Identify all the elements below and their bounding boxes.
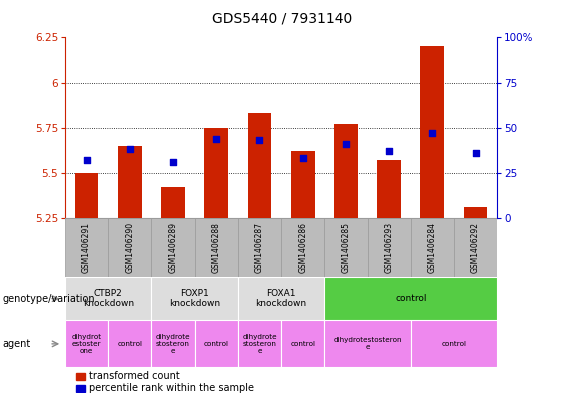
Point <box>212 136 221 142</box>
Bar <box>151 320 194 367</box>
Bar <box>238 320 281 367</box>
Point <box>385 148 394 154</box>
Bar <box>334 124 358 218</box>
Bar <box>108 320 151 367</box>
Text: control: control <box>441 341 467 347</box>
Bar <box>65 218 108 277</box>
Text: dihydrotestosteron
e: dihydrotestosteron e <box>333 337 402 351</box>
Point <box>471 150 480 156</box>
Text: control: control <box>204 341 229 347</box>
Bar <box>238 218 281 277</box>
Text: GSM1406291: GSM1406291 <box>82 222 91 273</box>
Text: GSM1406286: GSM1406286 <box>298 222 307 273</box>
Text: transformed count: transformed count <box>89 371 180 381</box>
Text: GSM1406289: GSM1406289 <box>168 222 177 273</box>
Text: percentile rank within the sample: percentile rank within the sample <box>89 383 254 393</box>
Text: control: control <box>395 294 427 303</box>
Point <box>298 155 307 162</box>
Text: GSM1406293: GSM1406293 <box>385 222 394 273</box>
Point <box>82 157 91 163</box>
Bar <box>108 218 151 277</box>
Text: dihydrote
stosteron
e: dihydrote stosteron e <box>156 334 190 354</box>
Bar <box>194 320 238 367</box>
Bar <box>324 218 368 277</box>
Text: CTBP2
knockdown: CTBP2 knockdown <box>82 289 134 309</box>
Bar <box>238 277 324 320</box>
Text: FOXA1
knockdown: FOXA1 knockdown <box>255 289 307 309</box>
Bar <box>161 187 185 218</box>
Text: dihydrot
estoster
one: dihydrot estoster one <box>72 334 102 354</box>
Bar <box>194 218 238 277</box>
Bar <box>291 151 315 218</box>
Bar <box>247 113 271 218</box>
Text: FOXP1
knockdown: FOXP1 knockdown <box>169 289 220 309</box>
Bar <box>377 160 401 218</box>
Bar <box>324 277 497 320</box>
Text: control: control <box>290 341 315 347</box>
Point <box>125 146 134 152</box>
Text: GSM1406292: GSM1406292 <box>471 222 480 273</box>
Bar <box>118 146 142 218</box>
Text: GDS5440 / 7931140: GDS5440 / 7931140 <box>212 12 353 26</box>
Text: agent: agent <box>3 339 31 349</box>
Text: control: control <box>118 341 142 347</box>
Bar <box>454 218 497 277</box>
Bar <box>324 320 411 367</box>
Bar <box>464 207 488 218</box>
Bar <box>411 320 497 367</box>
Bar <box>205 128 228 218</box>
Text: genotype/variation: genotype/variation <box>3 294 95 304</box>
Bar <box>76 385 85 392</box>
Text: GSM1406285: GSM1406285 <box>341 222 350 273</box>
Bar <box>65 320 108 367</box>
Bar <box>75 173 98 218</box>
Text: GSM1406288: GSM1406288 <box>212 222 221 273</box>
Bar <box>367 218 411 277</box>
Bar <box>281 320 324 367</box>
Text: GSM1406287: GSM1406287 <box>255 222 264 273</box>
Text: GSM1406284: GSM1406284 <box>428 222 437 273</box>
Point <box>341 141 350 147</box>
Point <box>255 137 264 143</box>
Bar <box>281 218 324 277</box>
Text: GSM1406290: GSM1406290 <box>125 222 134 273</box>
Bar <box>420 46 444 218</box>
Point <box>168 159 177 165</box>
Bar <box>411 218 454 277</box>
Point <box>428 130 437 136</box>
Text: dihydrote
stosteron
e: dihydrote stosteron e <box>242 334 277 354</box>
Bar <box>151 277 238 320</box>
Bar <box>151 218 194 277</box>
Bar <box>76 373 85 380</box>
Bar <box>65 277 151 320</box>
